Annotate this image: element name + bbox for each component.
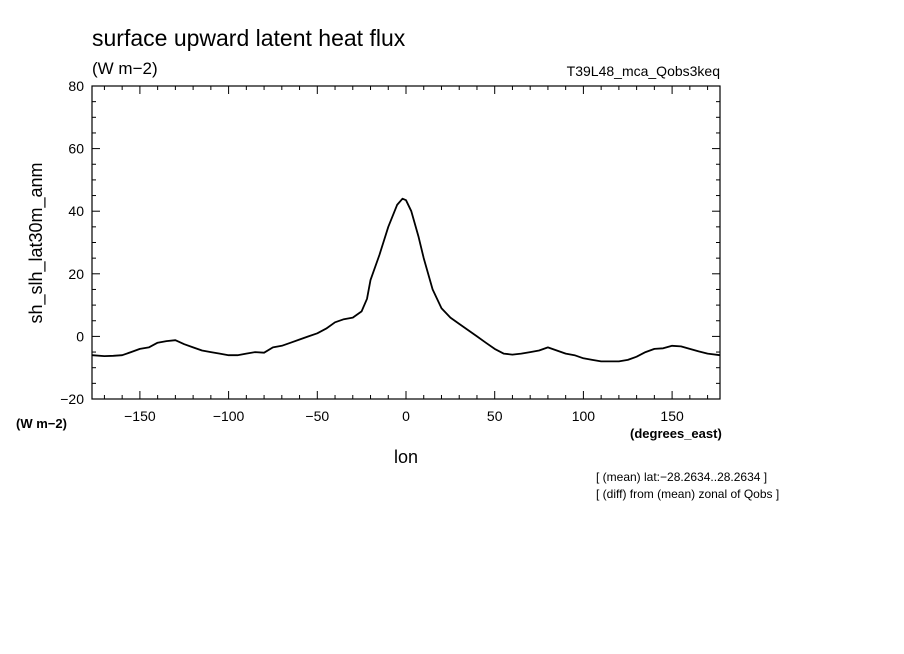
x-tick-label: −50 (305, 408, 329, 424)
y-axis-units: (W m−2) (16, 416, 67, 431)
note-lat-range: [ (mean) lat:−28.2634..28.2634 ] (596, 470, 767, 484)
x-tick-label: 50 (487, 408, 503, 424)
y-tick-label: 0 (76, 328, 84, 344)
y-tick-label: 80 (68, 78, 84, 94)
x-tick-label: −150 (124, 408, 156, 424)
x-tick-label: 150 (660, 408, 684, 424)
chart-units: (W m−2) (92, 59, 158, 78)
x-tick-label: 0 (402, 408, 410, 424)
x-tick-label: 100 (572, 408, 596, 424)
x-axis-label: lon (394, 447, 418, 467)
x-axis-units: (degrees_east) (630, 426, 722, 441)
axis-ticks (92, 85, 720, 400)
y-axis-label-group: sh_slh_lat30m_anm (26, 162, 47, 323)
plot-frame (91, 85, 721, 400)
x-tick-label: −100 (213, 408, 245, 424)
note-diff: [ (diff) from (mean) zonal of Qobs ] (596, 487, 779, 501)
y-tick-label: −20 (60, 391, 84, 407)
run-label: T39L48_mca_Qobs3keq (567, 63, 720, 79)
series-line (91, 197, 721, 363)
y-tick-label: 20 (68, 266, 84, 282)
y-axis-label: sh_slh_lat30m_anm (26, 162, 47, 323)
tick-labels: −150 −100 −50 0 50 100 150 −20 0 20 40 60 80 (60, 78, 684, 424)
chart-title: surface upward latent heat flux (92, 25, 406, 51)
y-tick-label: 40 (68, 203, 84, 219)
y-tick-label: 60 (68, 141, 84, 157)
